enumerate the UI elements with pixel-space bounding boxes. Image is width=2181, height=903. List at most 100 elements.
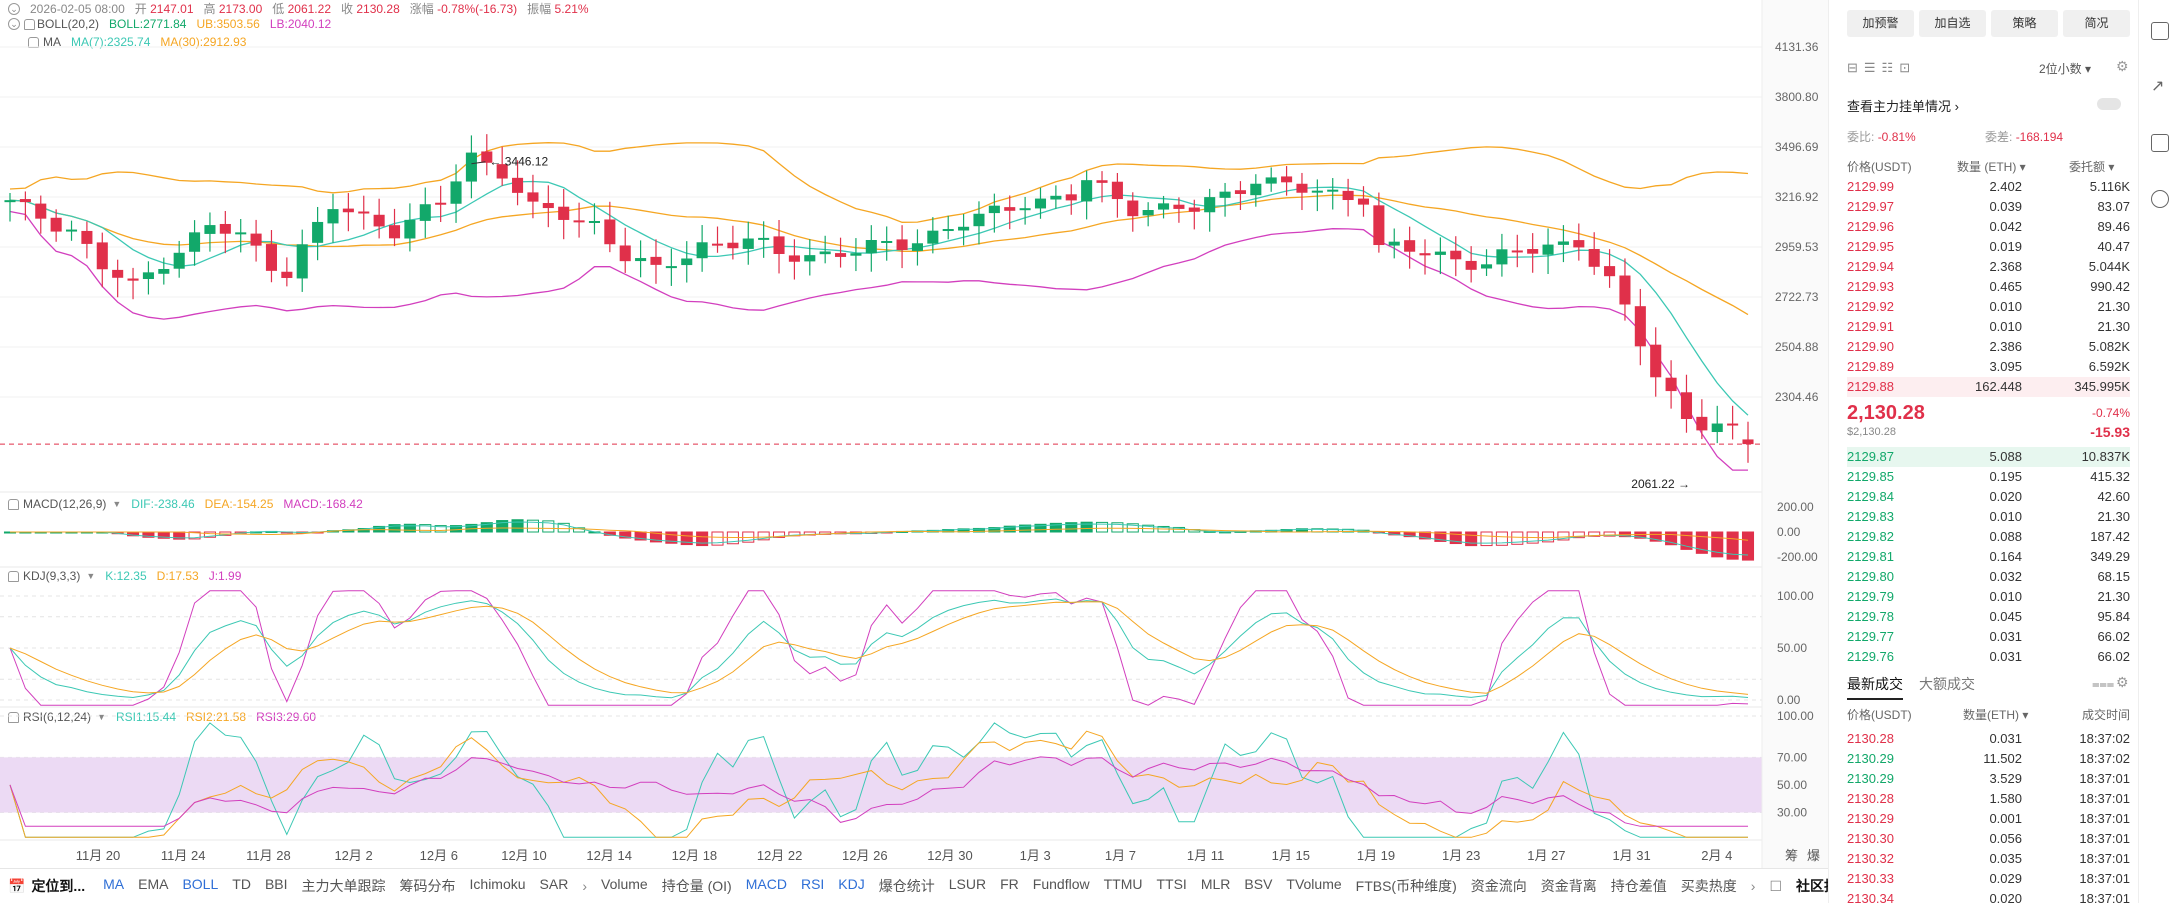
main-indicator-item[interactable]: MA bbox=[103, 876, 125, 892]
ask-row[interactable]: 2129.88 162.448 345.995K bbox=[1847, 377, 2130, 397]
bid-row[interactable]: 2129.83 0.010 21.30 bbox=[1847, 507, 2130, 527]
price-tick-label: 3496.69 bbox=[1775, 140, 1819, 154]
sub-indicator-item[interactable]: 持仓差值 bbox=[1610, 878, 1667, 894]
main-orders-link[interactable]: 查看主力挂单情况 › bbox=[1847, 99, 1959, 114]
bell-icon[interactable] bbox=[8, 498, 19, 510]
sub-indicator-item[interactable]: TTSI bbox=[1156, 876, 1187, 892]
dropdown-icon[interactable]: ▼ bbox=[86, 571, 96, 581]
bid-row[interactable]: 2129.76 0.031 66.02 bbox=[1847, 647, 2130, 667]
bid-row[interactable]: 2129.84 0.020 42.60 bbox=[1847, 487, 2130, 507]
sub-indicator-item[interactable]: MACD bbox=[745, 876, 787, 892]
ask-row[interactable]: 2129.90 2.386 5.082K bbox=[1847, 337, 2130, 357]
checkbox-icon[interactable]: ☐ bbox=[1769, 877, 1782, 894]
main-indicator-item[interactable]: TD bbox=[232, 876, 251, 892]
trend-icon[interactable]: ↗ bbox=[2151, 78, 2165, 95]
main-indicator-item[interactable]: 筹码分布 bbox=[399, 878, 456, 894]
bell-icon[interactable] bbox=[8, 711, 19, 723]
settings-icon[interactable]: ⚙ bbox=[2116, 674, 2129, 690]
ask-row[interactable]: 2129.99 2.402 5.116K bbox=[1847, 177, 2130, 197]
ask-row[interactable]: 2129.95 0.019 40.47 bbox=[1847, 237, 2130, 257]
main-orders-toggle[interactable] bbox=[2097, 98, 2121, 110]
main-indicator-item[interactable]: EMA bbox=[138, 876, 169, 892]
decimals-select[interactable]: 2位小数 ▾ bbox=[2039, 62, 2092, 76]
sub-indicator-item[interactable]: 持仓量 (OI) bbox=[661, 878, 732, 894]
candle-body bbox=[1588, 248, 1600, 267]
rsi-name[interactable]: RSI(6,12,24) bbox=[23, 710, 92, 724]
ask-row[interactable]: 2129.97 0.039 83.07 bbox=[1847, 197, 2130, 217]
ask-row[interactable]: 2129.96 0.042 89.46 bbox=[1847, 217, 2130, 237]
boll-name[interactable]: BOLL(20,2) bbox=[37, 17, 100, 31]
bar-chart-icon[interactable] bbox=[2151, 134, 2169, 152]
chart-area[interactable]: ⌄ 2026-02-05 08:00 开 2147.01 高 2173.00 低… bbox=[0, 0, 1828, 903]
sub-indicator-item[interactable]: 买卖热度 bbox=[1680, 878, 1737, 894]
locate-button[interactable]: 定位到... bbox=[31, 878, 86, 894]
ma-name[interactable]: MA bbox=[43, 35, 61, 49]
col-total-header[interactable]: 委托额 ▾ bbox=[2069, 160, 2115, 174]
sub-indicator-item[interactable]: 爆仓统计 bbox=[878, 878, 935, 894]
calendar-icon[interactable]: 📅 bbox=[8, 877, 26, 894]
candlestick-chart[interactable]: 2130.28 ← 3446.12 2061.22 → 4131.36 3800.80… bbox=[0, 0, 1828, 868]
ask-row[interactable]: 2129.93 0.465 990.42 bbox=[1847, 277, 2130, 297]
bid-row[interactable]: 2129.79 0.010 21.30 bbox=[1847, 587, 2130, 607]
chevron-right-icon[interactable]: › bbox=[1750, 878, 1756, 894]
sub-indicator-item[interactable]: KDJ bbox=[838, 876, 865, 892]
add-alert-button[interactable]: 加预警 bbox=[1847, 10, 1914, 37]
overview-button[interactable]: 简况 bbox=[2063, 10, 2130, 37]
macd-bar bbox=[680, 531, 693, 546]
ask-row[interactable]: 2129.92 0.010 21.30 bbox=[1847, 297, 2130, 317]
dropdown-icon[interactable]: ▼ bbox=[97, 712, 106, 722]
tab-latest-trades[interactable]: 最新成交 bbox=[1847, 674, 1903, 700]
community-indicator-button[interactable]: 社区指标 bbox=[1796, 878, 1828, 894]
sub-indicator-item[interactable]: TVolume bbox=[1286, 876, 1342, 892]
bid-row[interactable]: 2129.80 0.032 68.15 bbox=[1847, 567, 2130, 587]
strategy-button[interactable]: 策略 bbox=[1991, 10, 2058, 37]
sub-indicator-item[interactable]: RSI bbox=[800, 876, 825, 892]
bid-row[interactable]: 2129.82 0.088 187.42 bbox=[1847, 527, 2130, 547]
chevron-right-icon[interactable]: › bbox=[582, 878, 588, 894]
ask-row[interactable]: 2129.94 2.368 5.044K bbox=[1847, 257, 2130, 277]
bid-row[interactable]: 2129.81 0.164 349.29 bbox=[1847, 547, 2130, 567]
collapse-icon[interactable]: ⌄ bbox=[8, 18, 20, 30]
ask-row[interactable]: 2129.89 3.095 6.592K bbox=[1847, 357, 2130, 377]
main-indicator-item[interactable]: BOLL bbox=[182, 876, 219, 892]
sub-indicator-item[interactable]: 资金流向 bbox=[1470, 878, 1527, 894]
calculator-icon[interactable] bbox=[2151, 22, 2169, 40]
main-indicator-item[interactable]: 主力大单跟踪 bbox=[301, 878, 386, 894]
main-indicator-item[interactable]: SAR bbox=[539, 876, 569, 892]
tab-large-trades[interactable]: 大额成交 bbox=[1919, 676, 1975, 692]
col-qty-header[interactable]: 数量 (ETH) ▾ bbox=[1957, 160, 2026, 174]
macd-bar bbox=[1711, 531, 1724, 558]
bid-row[interactable]: 2129.87 5.088 10.837K bbox=[1847, 447, 2130, 467]
sub-indicator-item[interactable]: TTMU bbox=[1103, 876, 1143, 892]
link-icon[interactable] bbox=[2151, 190, 2169, 208]
sub-indicator-item[interactable]: Volume bbox=[601, 876, 648, 892]
price-tick-label: 2504.88 bbox=[1775, 340, 1819, 354]
macd-name[interactable]: MACD(12,26,9) bbox=[23, 497, 107, 511]
tr-col-qty[interactable]: 数量(ETH) ▾ bbox=[1963, 708, 2029, 722]
ask-row[interactable]: 2129.91 0.010 21.30 bbox=[1847, 317, 2130, 337]
sub-indicator-item[interactable]: FTBS(币种维度) bbox=[1355, 878, 1457, 894]
sub-indicator-item[interactable]: LSUR bbox=[948, 876, 987, 892]
diff-label: 委差: bbox=[1985, 130, 2013, 144]
sub-indicator-item[interactable]: MLR bbox=[1200, 876, 1231, 892]
main-indicator-item[interactable]: Ichimoku bbox=[469, 876, 526, 892]
collapse-icon[interactable]: ⌄ bbox=[8, 2, 20, 15]
main-indicator-item[interactable]: BBI bbox=[264, 876, 288, 892]
sub-indicator-item[interactable]: FR bbox=[1000, 876, 1019, 892]
sub-indicator-item[interactable]: 资金背离 bbox=[1540, 878, 1597, 894]
settings-icon[interactable]: ⚙ bbox=[2116, 58, 2129, 74]
book-view-icons[interactable]: ⊟☰☷⊡ bbox=[1847, 60, 1917, 75]
sub-indicator-item[interactable]: BSV bbox=[1244, 876, 1273, 892]
bid-row[interactable]: 2129.85 0.195 415.32 bbox=[1847, 467, 2130, 487]
bid-row[interactable]: 2129.77 0.031 66.02 bbox=[1847, 627, 2130, 647]
sub-indicator-item[interactable]: Fundflow bbox=[1032, 876, 1090, 892]
kdj-name[interactable]: KDJ(9,3,3) bbox=[23, 569, 81, 583]
bell-icon[interactable] bbox=[24, 18, 35, 30]
dropdown-icon[interactable]: ▼ bbox=[112, 499, 122, 509]
bid-row[interactable]: 2129.78 0.045 95.84 bbox=[1847, 607, 2130, 627]
bell-icon[interactable] bbox=[8, 570, 19, 582]
price-axis-bg bbox=[1762, 0, 1828, 868]
filter-icon[interactable]: ⩶ bbox=[2092, 676, 2115, 691]
add-watchlist-button[interactable]: 加自选 bbox=[1919, 10, 1986, 37]
candle-body bbox=[1496, 249, 1508, 265]
